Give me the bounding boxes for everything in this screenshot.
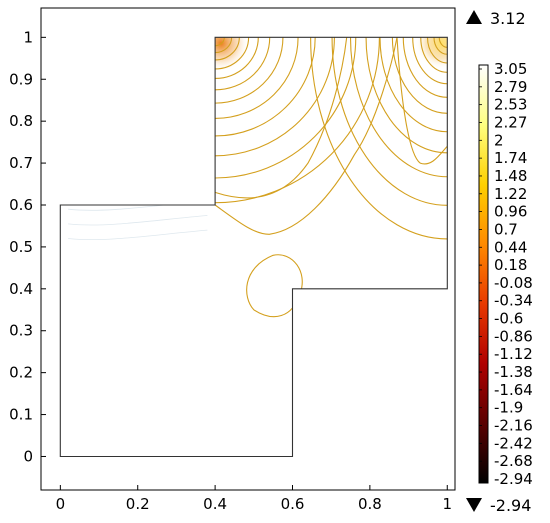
contour-loop xyxy=(246,254,303,318)
contour-line xyxy=(215,37,271,91)
y-tick-label: 0 xyxy=(23,447,33,465)
contour-line xyxy=(214,37,398,235)
contour-line xyxy=(214,37,348,199)
contour-line xyxy=(310,37,448,240)
colorbar-level-label: 0.18 xyxy=(494,256,527,274)
y-tick-label: 1 xyxy=(23,28,33,46)
colorbar-level-label: 2.27 xyxy=(494,113,527,131)
colorbar-level-label: 1.48 xyxy=(494,167,527,185)
y-tick-label: 0.2 xyxy=(9,364,33,382)
colorbar-level-label: 0.96 xyxy=(494,203,527,221)
contour-line xyxy=(438,37,448,48)
min-marker-icon xyxy=(466,498,482,512)
contour-line xyxy=(215,37,335,157)
colorbar-level-label: -1.64 xyxy=(494,381,533,399)
colorbar-gradient xyxy=(478,64,489,484)
contour-line xyxy=(426,37,448,64)
contour-line xyxy=(215,37,299,120)
colorbar-level-label: -0.86 xyxy=(494,327,533,345)
colorbar-level-label: -0.08 xyxy=(494,274,533,292)
colorbar-level-label: -0.34 xyxy=(494,292,533,310)
contour-line xyxy=(215,37,284,104)
colorbar-level-label: -1.12 xyxy=(494,345,533,363)
y-tick-label: 0.7 xyxy=(9,154,33,172)
faint-contour-line xyxy=(68,215,208,226)
colorbar-level-label: -2.68 xyxy=(494,452,533,470)
y-tick-label: 0.4 xyxy=(9,280,33,298)
colorbar-level-label: -2.94 xyxy=(494,470,533,488)
y-tick-label: 0.8 xyxy=(9,112,33,130)
x-tick-label: 1 xyxy=(442,495,452,513)
contour-line xyxy=(402,37,448,98)
y-tick-label: 0.5 xyxy=(9,238,33,256)
contour-line xyxy=(215,37,250,70)
x-tick-label: 0 xyxy=(56,495,66,513)
colorbar-level-label: -1.38 xyxy=(494,363,533,381)
contour-line xyxy=(215,37,233,54)
contour-line xyxy=(433,37,448,55)
colorbar-level-label: -2.16 xyxy=(494,417,533,435)
contour-line xyxy=(379,37,448,133)
x-axis: 0 0.2 0.4 0.6 0.8 1 xyxy=(56,485,452,513)
x-tick-label: 0.4 xyxy=(203,495,227,513)
y-tick-label: 0.3 xyxy=(9,322,33,340)
colorbar-level-label: 0.44 xyxy=(494,238,527,256)
colorbar-level-label: 2.53 xyxy=(494,96,527,114)
colorbar-level-label: -0.6 xyxy=(494,310,523,328)
contour-line xyxy=(420,37,448,73)
colorbar-level-label: 3.05 xyxy=(494,60,527,78)
colorbar-level-label: 1.22 xyxy=(494,185,527,203)
contour-line xyxy=(412,37,448,85)
contour-line xyxy=(331,37,448,206)
contour-line xyxy=(215,37,380,204)
colorbar-level-label: 2.79 xyxy=(494,78,527,96)
x-tick-label: 0.2 xyxy=(126,495,150,513)
colorbar-level-label: -1.9 xyxy=(494,399,523,417)
contour-line xyxy=(215,37,259,80)
colorbar-level-label: 1.74 xyxy=(494,149,527,167)
colorbar-min-label: -2.94 xyxy=(490,496,531,515)
colorbar-level-label: 2 xyxy=(494,131,504,149)
colorbar-level-label: -2.42 xyxy=(494,434,533,452)
contour-line xyxy=(215,37,240,61)
contour-line xyxy=(349,37,448,178)
y-tick-label: 0.9 xyxy=(9,70,33,88)
colorbar-level-label: 0.7 xyxy=(494,220,518,238)
y-tick-label: 0.6 xyxy=(9,196,33,214)
x-tick-label: 0.6 xyxy=(281,495,305,513)
domain-boundary xyxy=(59,36,448,458)
plot-frame xyxy=(40,7,456,491)
colorbar-max-label: 3.12 xyxy=(490,9,526,28)
contour-line xyxy=(396,37,448,165)
contour-line xyxy=(365,37,448,154)
faint-contour-line xyxy=(68,229,208,241)
contour-line xyxy=(215,37,225,47)
colorbar: 3.052.792.532.2721.741.481.220.960.70.44… xyxy=(466,9,533,515)
max-marker-icon xyxy=(466,10,482,24)
x-tick-label: 0.8 xyxy=(358,495,382,513)
contour-line xyxy=(215,37,316,137)
y-tick-label: 0.1 xyxy=(9,406,33,424)
y-axis: 0 0.1 0.2 0.3 0.4 0.5 0.6 0.7 0.8 0.9 1 xyxy=(9,28,46,465)
